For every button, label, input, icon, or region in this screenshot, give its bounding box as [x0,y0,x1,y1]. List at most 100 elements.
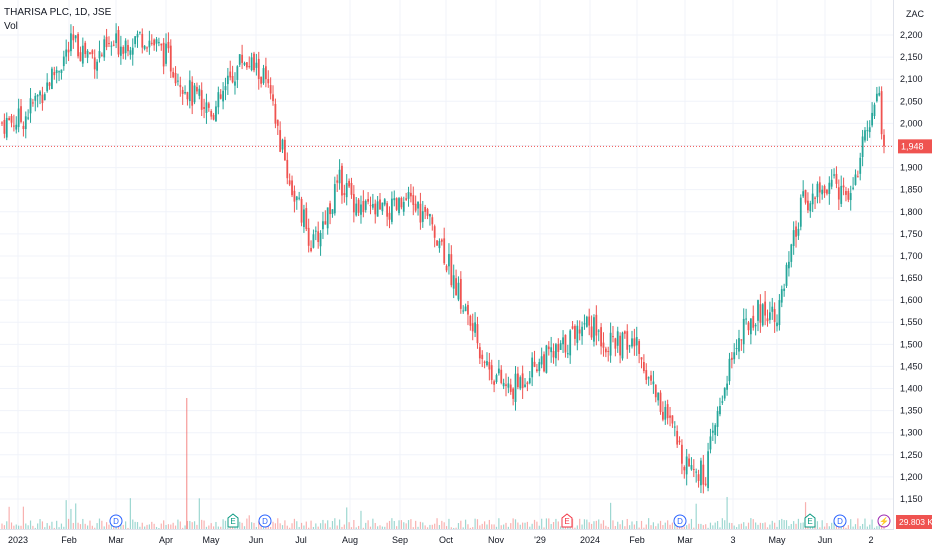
candle [41,86,44,111]
candle [362,190,365,218]
volume-bar [27,525,29,530]
candle [388,206,391,229]
candle [497,359,500,376]
candle [43,92,46,101]
volume-bar [636,521,638,530]
currency-label[interactable]: ZAC [906,9,925,19]
volume-bar [476,519,479,530]
candle [367,192,370,205]
candle [86,49,89,64]
candle [711,422,714,441]
volume-bar [683,526,685,530]
candle [559,340,562,350]
volume-bar [864,518,866,530]
candle [212,112,215,121]
y-tick-label: 1,900 [900,163,923,173]
volume-bar [248,515,250,530]
candle [440,238,443,246]
volume-bar [37,523,39,530]
candle [476,316,479,349]
candle [719,397,721,417]
candle [847,188,850,203]
x-tick-label: Aug [342,535,358,545]
volume-bar [835,523,838,530]
volume-indicator-label[interactable]: Vol [4,21,18,32]
candle [336,174,339,192]
volume-bar [212,526,215,530]
candle [100,52,103,57]
volume-bar [488,519,490,530]
volume-bar [721,518,723,530]
candle [310,240,312,253]
candle [167,32,170,53]
volume-bar [560,526,562,530]
candle [272,85,274,106]
volume-bar [60,523,63,530]
volume-bar [676,525,678,530]
candle [835,166,838,189]
volume-bar [631,521,633,530]
candle [17,98,20,133]
x-tick-label: '29 [534,535,546,545]
volume-bar [277,518,279,530]
x-tick-label: Feb [61,535,77,545]
candle [612,325,614,343]
candle [723,387,726,401]
candle [81,37,84,67]
volume-bar [519,524,521,530]
volume-bar [246,518,248,530]
event-markers: D E D E D E D ⚡ [109,513,891,528]
volume-bar [778,520,780,530]
volume-bar [46,523,48,530]
volume-bar [182,527,184,530]
candle [821,185,824,200]
volume-bar [503,524,505,530]
candle [381,202,384,215]
candle [433,224,436,248]
candle [141,28,144,54]
candle [153,38,156,51]
volume-bar [243,526,246,530]
volume-bar [56,520,58,530]
volume-bar [272,521,274,530]
volume-bar [472,527,474,530]
candle [707,442,709,492]
volume-bar [415,520,417,530]
candle [395,197,398,212]
candle [802,180,805,199]
x-tick-label: Jul [295,535,307,545]
y-tick-label: 2,200 [900,30,923,40]
volume-bar [70,508,72,530]
symbol-title[interactable]: THARISA PLC, 1D, JSE [4,7,112,18]
volume-bar [571,518,574,530]
candle [795,220,797,248]
candle [697,469,700,488]
volume-bar [232,525,234,530]
candle [115,23,118,49]
candle [495,373,498,384]
volume-bar [536,521,538,530]
candle [352,185,355,223]
volume-bar [127,527,129,530]
volume-bar [32,525,34,530]
volume-bar [674,520,676,530]
volume-bar [291,523,293,530]
candle [833,168,835,179]
candle [48,81,51,90]
candle [571,321,574,330]
candle [193,82,196,105]
volume-bar [303,525,305,530]
volume-bar [189,520,191,530]
candle [628,344,631,353]
candle [574,324,576,346]
dividend-event-marker: D [109,514,123,528]
candle [431,214,434,231]
x-tick-label: 2024 [580,535,600,545]
volume-bar [724,520,726,530]
candle [322,211,324,239]
candle [471,313,474,341]
volume-bar [384,526,386,530]
time-axis[interactable]: 2023 Feb Mar Apr May Jun Jul Aug Sep Oct Nov '29 202… [8,535,874,545]
